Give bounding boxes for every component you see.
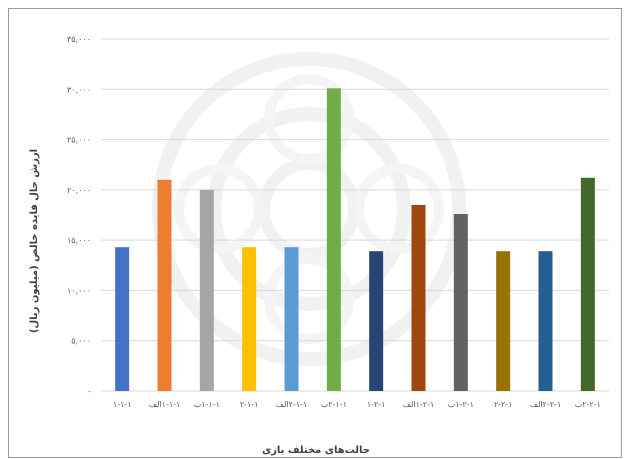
x-tick-label: ۲-۲-۱الف <box>530 400 562 409</box>
x-tick-label: ۱-۱-۱ب <box>194 400 220 409</box>
bar <box>157 179 172 391</box>
x-tick-label: ۱-۱-۱ <box>113 400 132 409</box>
chart-frame: - ۵,۰۰۰ ۱۰,۰۰۰ ۱۵,۰۰۰ ۲۰,۰۰۰ ۲۵,۰۰۰ ۳۰,۰۰۰ ۳۵,۰… <box>8 8 622 458</box>
bar <box>369 251 384 391</box>
y-tick-label: ۱۰,۰۰۰ <box>67 286 91 295</box>
bar <box>496 251 511 391</box>
x-tick-label: ۱-۲-۱الف <box>403 400 435 409</box>
bar <box>411 204 426 391</box>
bar <box>242 247 257 391</box>
x-tick-label: ۱-۲-۱ <box>367 400 386 409</box>
bar <box>538 251 553 391</box>
x-tick-label: ۲-۱-۱ب <box>321 400 347 409</box>
y-tick-label: ۳۰,۰۰۰ <box>67 85 91 94</box>
y-axis-title: ارزش حال فایده خالص (میلیون ریال) <box>29 149 40 333</box>
x-axis-title: حالت‌های مختلف بازی <box>262 445 370 456</box>
bar <box>580 177 595 391</box>
y-tick-label: ۲۰,۰۰۰ <box>67 186 91 195</box>
y-tick-label: ۳۵,۰۰۰ <box>67 35 91 44</box>
bar <box>199 189 214 391</box>
x-tick-label: ۲-۱-۱الف <box>276 400 308 409</box>
y-tick-label: ۱۵,۰۰۰ <box>67 236 91 245</box>
y-tick-label: ۲۵,۰۰۰ <box>67 136 91 145</box>
y-tick-label: ۵,۰۰۰ <box>71 337 91 346</box>
x-tick-label: ۲-۲-۱ب <box>575 400 601 409</box>
bar <box>115 247 130 391</box>
x-tick-label: ۱-۲-۱ب <box>448 400 474 409</box>
x-tick-label: ۱-۱-۱الف <box>149 400 181 409</box>
x-tick-label: ۲-۱-۱ <box>240 400 259 409</box>
y-tick-label: - <box>88 387 91 396</box>
bar <box>453 213 468 391</box>
x-tick-label: ۲-۲-۱ <box>494 400 513 409</box>
bar-chart: - ۵,۰۰۰ ۱۰,۰۰۰ ۱۵,۰۰۰ ۲۰,۰۰۰ ۲۵,۰۰۰ ۳۰,۰۰۰ ۳۵,۰… <box>29 35 609 456</box>
bar <box>326 88 341 391</box>
bar <box>284 247 299 391</box>
